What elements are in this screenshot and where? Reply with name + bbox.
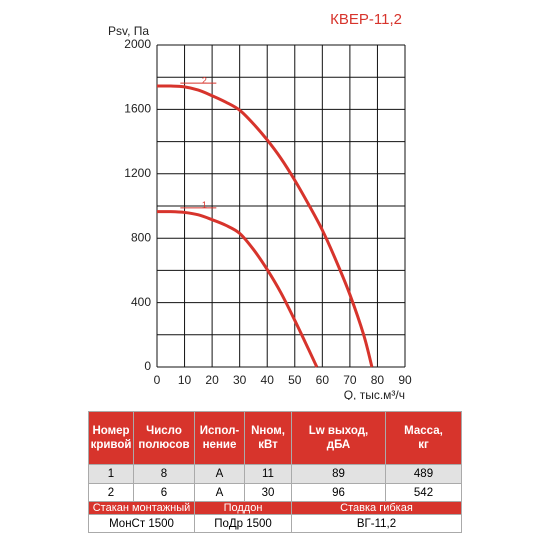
cell: 30 [244,483,292,502]
chart: КВЕР-11,2 Psv, Па Q, тыс.м³/ч 0400800120… [108,11,412,400]
header-cell: Испол- нение [194,411,245,465]
curve-label: 1 [202,200,207,210]
accessory-cell: ВГ-11,2 [291,514,462,533]
cell: 89 [291,464,386,484]
cell: 2 [88,483,134,502]
spec-table: Номер кривой Число полюсов Испол- нение … [88,411,462,533]
header-cell: Lw выход, дБА [291,411,386,465]
header-cell: Масса, кг [385,411,462,465]
header-cell: Nном, кВт [244,411,292,465]
cell: 6 [133,483,195,502]
x-tick-label: 10 [178,373,192,387]
cell: 489 [385,464,462,484]
curve [156,210,319,368]
header-cell: Номер кривой [88,411,134,465]
y-tick-label: 2000 [124,37,151,51]
accessory-cell: МонСт 1500 [88,514,195,533]
y-tick-label: 1600 [124,102,151,116]
x-tick-label: 60 [316,373,330,387]
cell: 8 [133,464,195,484]
x-tick-label: 90 [398,373,412,387]
accessory-header: Ставка гибкая [291,501,462,515]
x-tick-label: 20 [205,373,219,387]
y-tick-label: 800 [131,230,151,244]
x-tick-label: 30 [233,373,247,387]
y-tick-label: 0 [144,359,151,373]
x-tick-label: 40 [261,373,275,387]
chart-title: КВЕР-11,2 [330,11,402,28]
accessory-cell: ПоДр 1500 [194,514,292,533]
accessory-header: Стакан монтажный [88,501,195,515]
cell: 96 [291,483,386,502]
accessory-header: Поддон [194,501,292,515]
y-tick-label: 1200 [124,166,151,180]
cell: 1 [88,464,134,484]
header-cell: Число полюсов [133,411,195,465]
cell: 542 [385,483,462,502]
cell: 11 [244,464,292,484]
curve-label: 2 [202,75,207,85]
x-tick-label: 70 [343,373,357,387]
x-tick-label: 0 [154,373,161,387]
x-axis-label: Q, тыс.м³/ч [344,388,405,400]
x-tick-label: 80 [371,373,385,387]
y-axis-label: Psv, Па [108,24,149,38]
cell: A [194,464,245,484]
x-tick-label: 50 [288,373,302,387]
curve [156,84,374,368]
y-tick-label: 400 [131,295,151,309]
cell: A [194,483,245,502]
